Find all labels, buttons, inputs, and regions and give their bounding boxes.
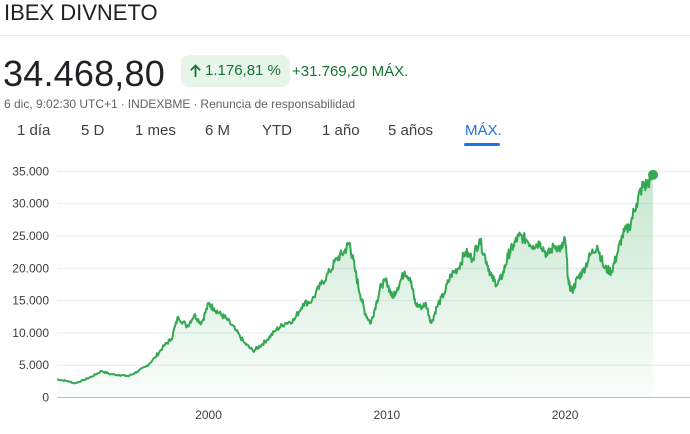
arrow-up-icon xyxy=(190,64,201,77)
change-period-label: MÁX. xyxy=(371,63,409,80)
change-percent-badge: 1.176,81 % xyxy=(181,55,290,87)
price-chart[interactable]: 0 5.000 10.000 15.000 20.000 25.000 30.000 35.0… xyxy=(0,150,690,434)
x-tick-label: 2020 xyxy=(552,408,579,422)
y-tick-label: 15.000 xyxy=(12,294,49,308)
disclaimer-link[interactable]: Renuncia de responsabilidad xyxy=(200,97,356,111)
meta-separator: · xyxy=(193,97,198,111)
tab-1-day[interactable]: 1 día xyxy=(17,122,51,139)
change-absolute: +31.769,20 MÁX. xyxy=(292,63,408,81)
change-percent-value: 1.176,81 % xyxy=(205,62,281,79)
quote-timestamp: 6 dic, 9:02:30 UTC+1 xyxy=(4,97,118,111)
x-tick-label: 2000 xyxy=(195,408,222,422)
current-price: 34.468,80 xyxy=(3,53,165,94)
tab-5-days[interactable]: 5 D xyxy=(81,122,105,139)
change-absolute-value: +31.769,20 xyxy=(292,63,368,80)
y-tick-label: 25.000 xyxy=(12,229,49,243)
tab-1-year[interactable]: 1 año xyxy=(322,122,360,139)
y-tick-label: 10.000 xyxy=(12,326,49,340)
header-divider xyxy=(0,35,690,36)
tab-max[interactable]: MÁX. xyxy=(465,122,502,139)
y-tick-label: 5.000 xyxy=(19,358,49,372)
latest-price-marker xyxy=(648,169,658,180)
price-area-fill xyxy=(57,171,653,398)
exchange-name: INDEXBME xyxy=(127,97,191,111)
y-tick-label: 30.000 xyxy=(12,197,49,211)
tab-5-years[interactable]: 5 años xyxy=(388,122,434,139)
quote-meta: 6 dic, 9:02:30 UTC+1 · INDEXBME · Renuncia d… xyxy=(4,97,355,111)
tab-6-months[interactable]: 6 M xyxy=(205,122,231,139)
time-range-tabs: 1 día 5 D 1 mes 6 M YTD 1 año 5 años MÁX… xyxy=(0,121,690,147)
y-tick-label: 0 xyxy=(42,391,49,405)
page-title: IBEX DIVNETO xyxy=(4,0,158,25)
y-tick-label: 35.000 xyxy=(12,164,49,178)
tab-1-month[interactable]: 1 mes xyxy=(135,122,176,139)
tab-ytd[interactable]: YTD xyxy=(262,122,292,139)
x-tick-label: 2010 xyxy=(373,408,400,422)
active-tab-indicator xyxy=(464,143,500,146)
price-series-line xyxy=(56,170,654,385)
meta-separator: · xyxy=(120,97,125,111)
y-tick-label: 20.000 xyxy=(12,261,49,275)
